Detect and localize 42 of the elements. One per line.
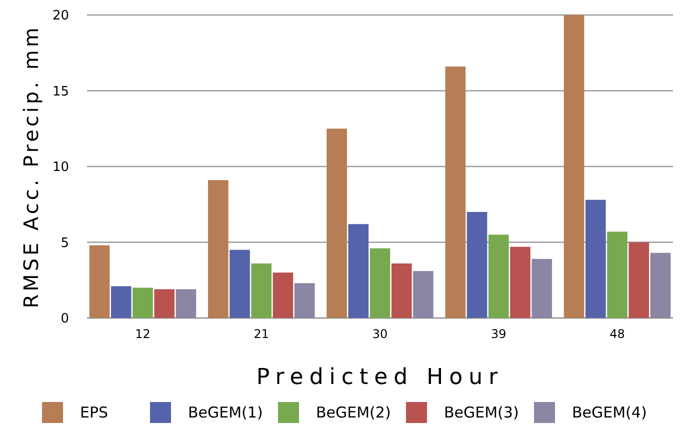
bar — [445, 66, 466, 318]
bar — [466, 212, 488, 318]
bar — [326, 128, 347, 318]
bar — [391, 263, 412, 318]
bar — [370, 248, 390, 318]
bar — [110, 286, 132, 318]
bar — [272, 272, 294, 318]
bar — [488, 234, 509, 318]
bar — [585, 200, 606, 318]
x-tick-label: 21 — [254, 327, 270, 341]
x-tick-label: 39 — [490, 327, 506, 341]
bar — [650, 252, 671, 318]
bar — [564, 15, 584, 318]
x-tick-label: 12 — [135, 327, 150, 341]
x-axis-title: Predicted Hour — [256, 365, 504, 390]
x-tick-label: 48 — [610, 327, 625, 341]
y-tick-label: 5 — [60, 236, 69, 251]
legend-label: EPS — [80, 403, 108, 422]
bar — [230, 250, 250, 318]
x-tick-label: 30 — [372, 327, 388, 341]
legend-label: BeGEM(1) — [188, 403, 263, 422]
bar — [294, 283, 315, 318]
y-tick-label: 15 — [52, 84, 69, 100]
legend-label: BeGEM(4) — [572, 403, 647, 422]
bar — [208, 180, 228, 318]
bar — [251, 263, 272, 318]
bar — [176, 289, 196, 318]
bar — [348, 224, 369, 318]
bar — [89, 245, 110, 318]
bar — [510, 246, 530, 318]
bar — [532, 258, 552, 318]
y-tick-label: 10 — [52, 160, 69, 176]
bar — [154, 289, 175, 318]
bar — [628, 242, 650, 318]
y-tick-label: 20 — [52, 8, 69, 24]
legend-label: BeGEM(3) — [444, 403, 519, 422]
bar — [607, 232, 628, 318]
y-tick-label: 0 — [60, 312, 69, 327]
legend-label: BeGEM(2) — [316, 403, 391, 422]
bar — [413, 271, 434, 318]
bar — [132, 288, 153, 318]
y-axis-title: RMSE Acc. Precip. mm — [19, 24, 43, 308]
